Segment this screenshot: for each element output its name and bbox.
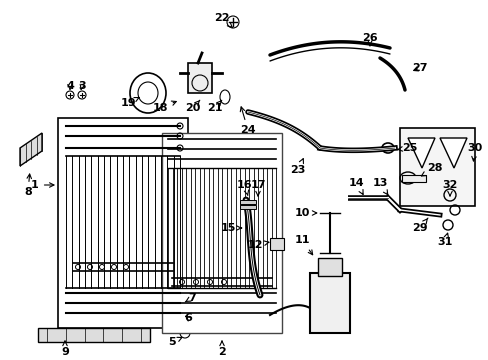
Polygon shape xyxy=(439,138,466,168)
Text: 21: 21 xyxy=(207,100,223,113)
Text: 3: 3 xyxy=(78,81,85,91)
Text: 5: 5 xyxy=(168,337,182,347)
Bar xyxy=(240,205,256,209)
Text: 11: 11 xyxy=(294,235,312,255)
Text: 25: 25 xyxy=(396,143,417,153)
Text: 4: 4 xyxy=(66,81,74,91)
Text: 32: 32 xyxy=(442,180,457,196)
Polygon shape xyxy=(407,138,434,168)
Text: 23: 23 xyxy=(290,159,305,175)
Bar xyxy=(401,175,425,182)
Text: 22: 22 xyxy=(214,13,232,28)
Text: 8: 8 xyxy=(24,174,32,197)
Bar xyxy=(58,118,187,328)
Polygon shape xyxy=(38,328,150,342)
Text: 31: 31 xyxy=(436,233,452,247)
Bar xyxy=(317,258,341,276)
Bar xyxy=(399,128,474,206)
Text: 1: 1 xyxy=(31,180,54,190)
Text: 18: 18 xyxy=(152,101,176,113)
Text: 28: 28 xyxy=(421,163,442,176)
Text: 13: 13 xyxy=(371,178,387,195)
Text: 24: 24 xyxy=(240,107,255,135)
Text: 17: 17 xyxy=(250,180,265,196)
Text: 26: 26 xyxy=(362,33,377,46)
Text: 14: 14 xyxy=(348,178,364,194)
Text: 27: 27 xyxy=(411,63,427,73)
Text: 30: 30 xyxy=(467,143,482,161)
Text: 9: 9 xyxy=(61,341,69,357)
Bar xyxy=(162,133,282,333)
Bar xyxy=(269,238,284,250)
Text: 19: 19 xyxy=(120,98,139,108)
Text: 12: 12 xyxy=(247,240,268,250)
Text: 7: 7 xyxy=(185,293,196,303)
Text: 29: 29 xyxy=(411,218,427,233)
Text: 15: 15 xyxy=(220,223,241,233)
Text: 16: 16 xyxy=(237,180,252,195)
Text: 6: 6 xyxy=(183,313,192,323)
Bar xyxy=(309,273,349,333)
Bar xyxy=(187,63,212,93)
Polygon shape xyxy=(20,133,42,166)
Text: 10: 10 xyxy=(294,208,316,218)
Bar xyxy=(240,200,256,204)
Text: 20: 20 xyxy=(185,100,200,113)
Text: 2: 2 xyxy=(218,341,225,357)
